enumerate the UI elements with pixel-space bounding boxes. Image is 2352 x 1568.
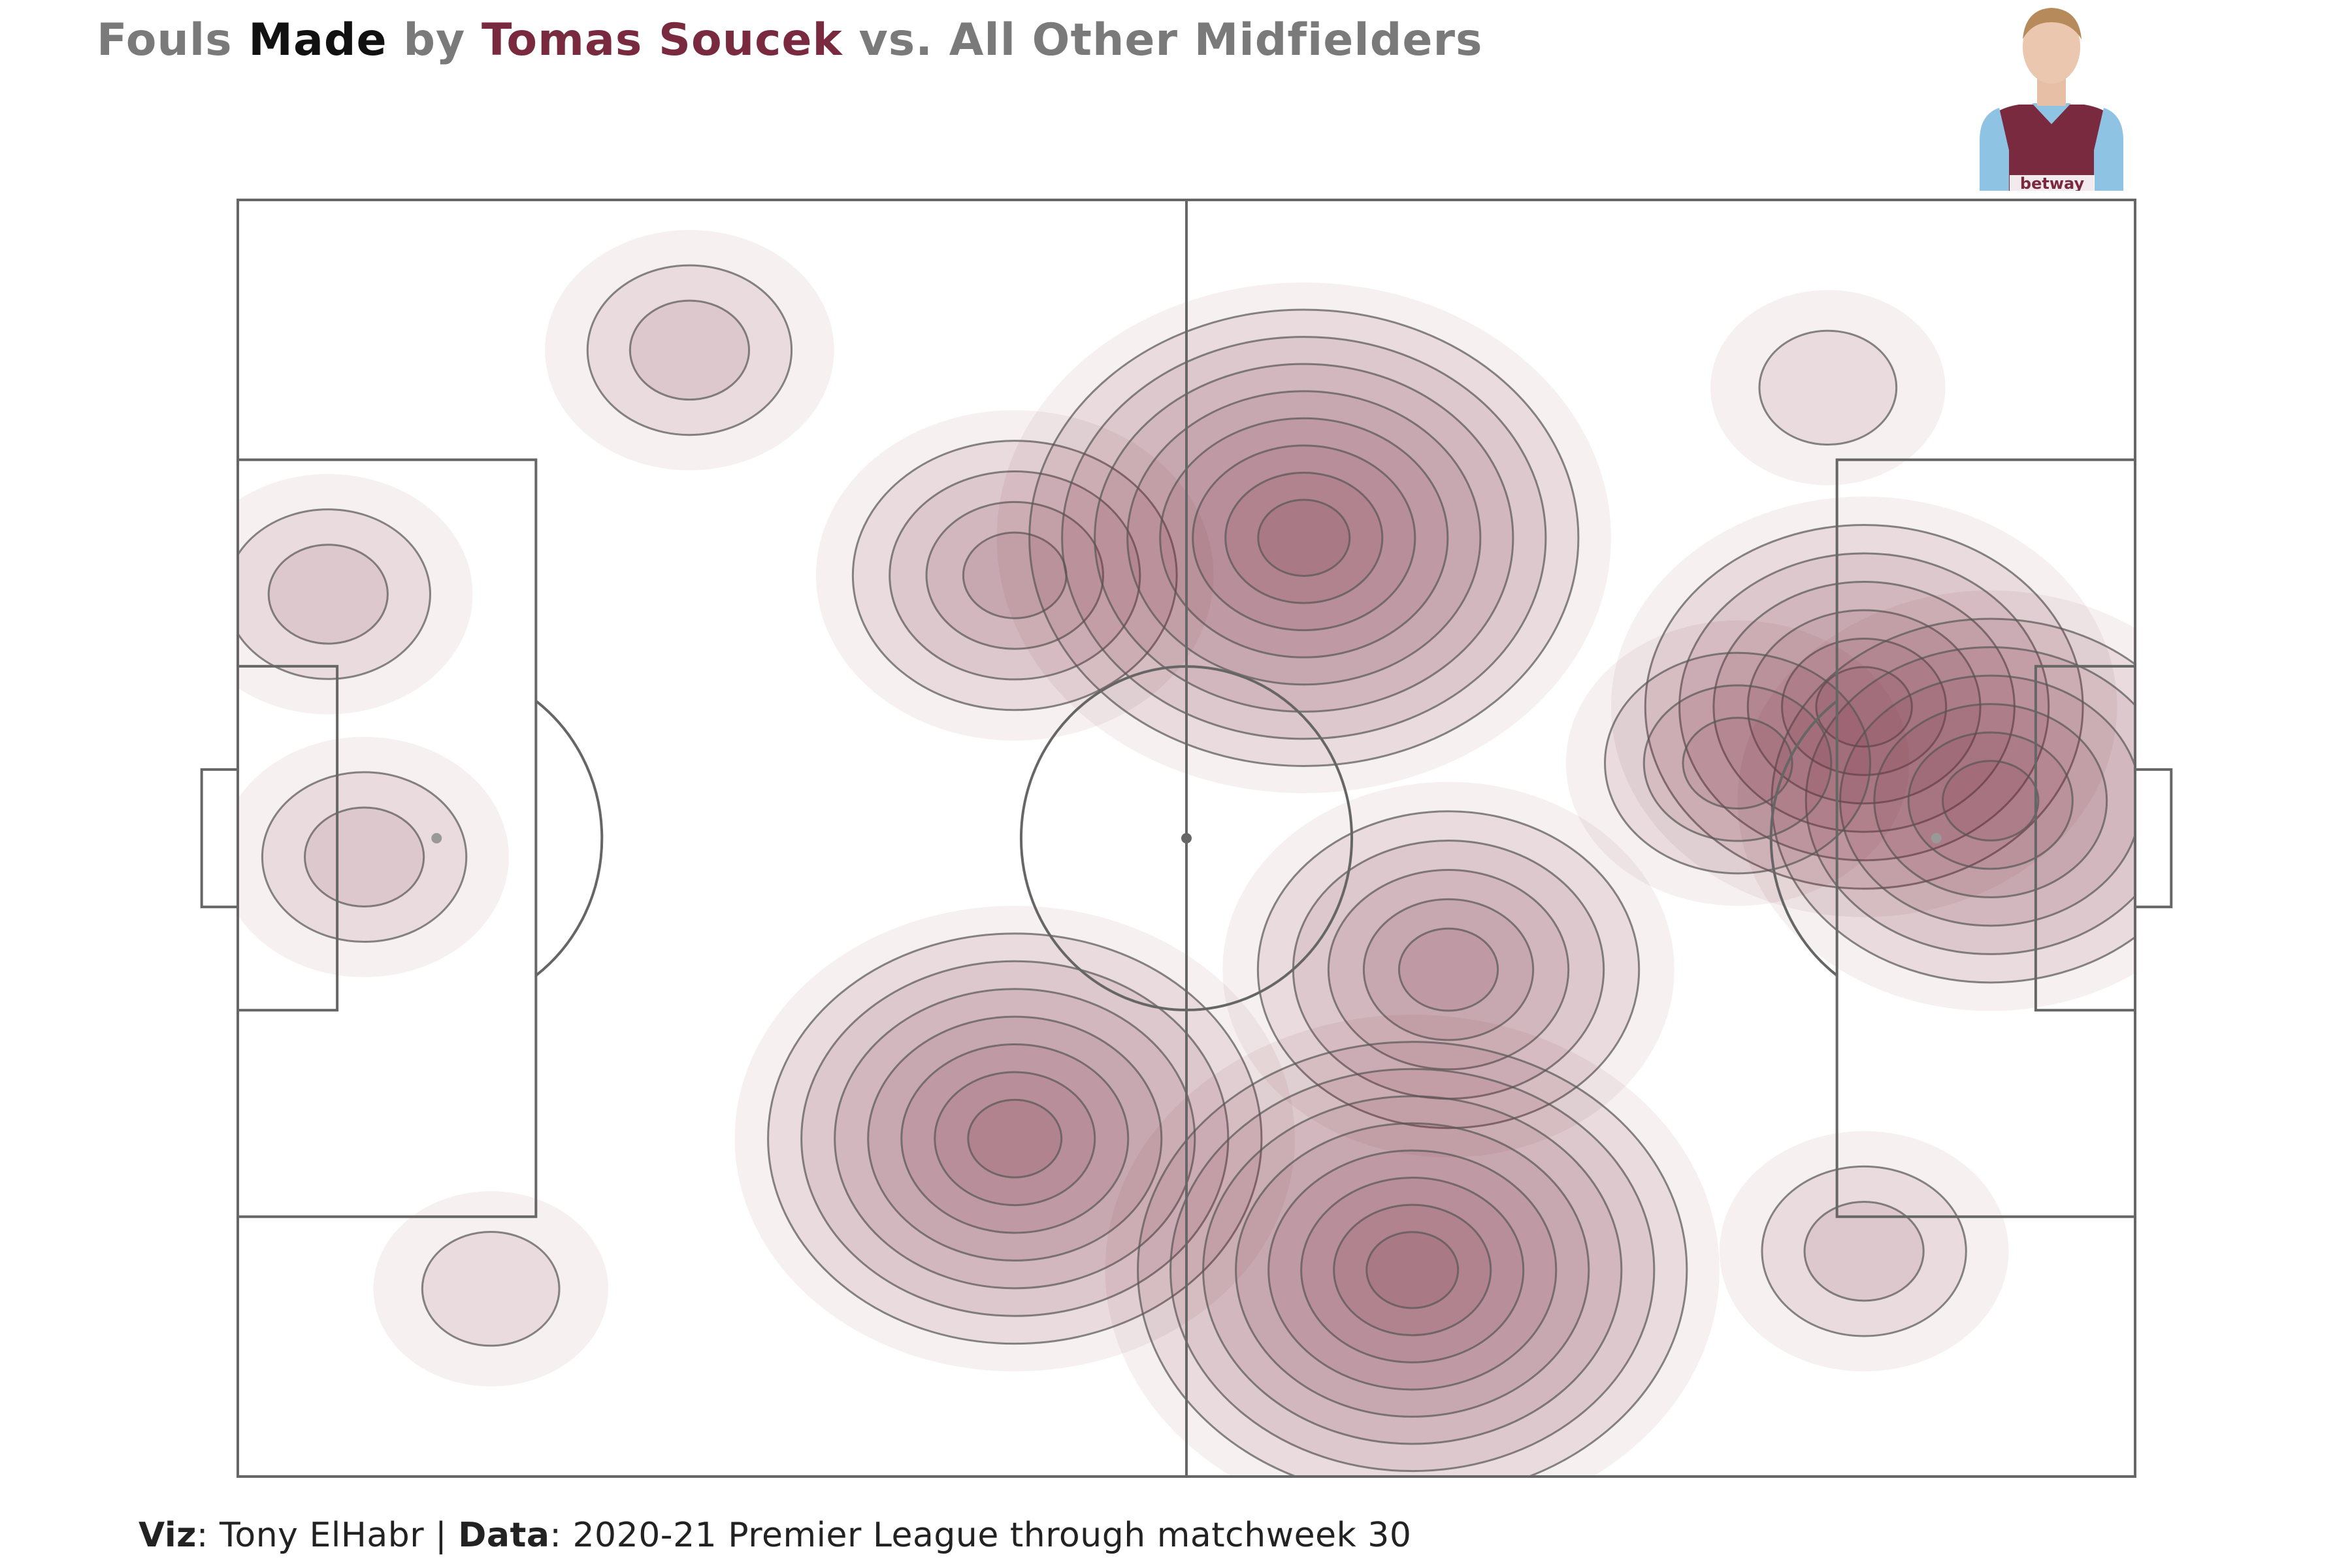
contour-level: [996, 282, 1611, 794]
caption-data-value: : 2020-21 Premier League through matchwe…: [549, 1516, 1412, 1555]
contour-level: [238, 508, 431, 680]
contour-level: [1333, 1203, 1492, 1337]
contour-level: [1610, 497, 2117, 917]
contour-level: [1565, 620, 1910, 906]
contour-level: [967, 1098, 1063, 1179]
contour-level: [1222, 781, 1674, 1158]
contour-level: [238, 474, 473, 715]
contour-level: [1803, 1200, 1925, 1302]
contour-level: [261, 771, 468, 943]
right-penalty-spot: [1931, 833, 1942, 843]
contour-level: [1761, 1165, 1967, 1337]
left-penalty-arc: [535, 700, 604, 977]
contour-level: [1941, 760, 2040, 841]
contour-level: [834, 988, 1196, 1290]
contour-level: [1028, 308, 1580, 767]
contour-hotspot: [734, 906, 1295, 1372]
contour-hotspot: [1565, 620, 1910, 906]
caption-viz-value: : Tony ElHabr |: [196, 1516, 459, 1555]
contour-level: [1642, 684, 1833, 842]
contour-level: [1781, 637, 1948, 776]
left-penalty-spot: [431, 833, 442, 843]
caption-data-label: Data: [458, 1516, 550, 1555]
contour-level: [1644, 524, 2084, 890]
contour-hotspot: [1710, 289, 1946, 485]
contour-level: [1137, 1041, 1688, 1477]
contour-level: [1710, 289, 1946, 485]
contour-level: [867, 1015, 1163, 1262]
contour-level: [1815, 666, 1913, 748]
contour-level: [934, 1071, 1096, 1207]
contour-level: [1771, 617, 2135, 984]
contour-level: [1365, 1231, 1460, 1309]
title-player-name: Tomas Soucek: [482, 14, 843, 66]
title-word-by: by: [403, 14, 466, 66]
caption: Viz: Tony ElHabr | Data: 2020-21 Premier…: [139, 1516, 1411, 1555]
contour-hotspot: [1105, 1015, 1720, 1477]
contour-hotspot: [238, 474, 473, 715]
contour-hotspot: [1719, 1131, 2009, 1372]
contour-level: [1267, 1149, 1558, 1391]
contour-level: [816, 410, 1214, 741]
contour-level: [1061, 336, 1547, 740]
contour-level: [238, 736, 509, 977]
contour-level: [1839, 674, 2135, 927]
contour-level: [1202, 1095, 1623, 1445]
contour-level: [1105, 1015, 1720, 1477]
contour-level: [1235, 1122, 1590, 1418]
contour-hotspot: [1222, 781, 1674, 1158]
contour-level: [1907, 731, 2074, 870]
contour-level: [1682, 717, 1793, 810]
contour-level: [629, 299, 751, 401]
contour-level: [1159, 417, 1449, 659]
contour-hotspot: [373, 1191, 608, 1387]
contour-level: [373, 1191, 608, 1387]
contour-level: [1126, 390, 1482, 686]
contour-level: [925, 500, 1104, 650]
contour-hotspot: [816, 410, 1214, 741]
chart-title: Fouls Made by Tomas Soucek vs. All Other…: [97, 14, 1483, 66]
center-spot: [1181, 833, 1192, 843]
contour-level: [1094, 363, 1514, 713]
contour-level: [1169, 1068, 1656, 1473]
contour-level: [851, 440, 1178, 711]
contour-level: [767, 932, 1263, 1345]
contour-hotspot: [996, 282, 1611, 794]
contour-level: [1758, 329, 1898, 446]
shirt-sponsor: betway: [2020, 174, 2085, 191]
title-word-fouls: Fouls: [97, 14, 233, 66]
contour-level: [421, 1230, 561, 1347]
contour-hotspot: [545, 229, 834, 470]
right-goal: [2134, 768, 2173, 909]
title-word-made: Made: [248, 14, 387, 66]
contour-level: [1362, 898, 1535, 1041]
player-photo-icon: betway: [1953, 0, 2149, 191]
contour-hotspot: [1610, 497, 2117, 917]
right-penalty-arc: [1769, 700, 1838, 977]
caption-viz-label: Viz: [139, 1516, 197, 1555]
contour-level: [303, 806, 425, 907]
contour-level: [1256, 810, 1641, 1130]
contour-level: [586, 264, 793, 436]
contour-level: [734, 906, 1295, 1372]
left-goal: [200, 768, 239, 909]
contour-hotspot: [238, 736, 509, 977]
density-contours: [238, 229, 2135, 1477]
contour-level: [267, 544, 389, 645]
contour-level: [1805, 646, 2135, 955]
title-comparison: vs. All Other Midfielders: [858, 14, 1483, 66]
contour-level: [1397, 927, 1499, 1012]
contour-level: [1257, 498, 1351, 577]
pitch-markings: [200, 199, 2173, 1478]
center-circle: [1019, 665, 1354, 1011]
contour-level: [1224, 471, 1384, 604]
